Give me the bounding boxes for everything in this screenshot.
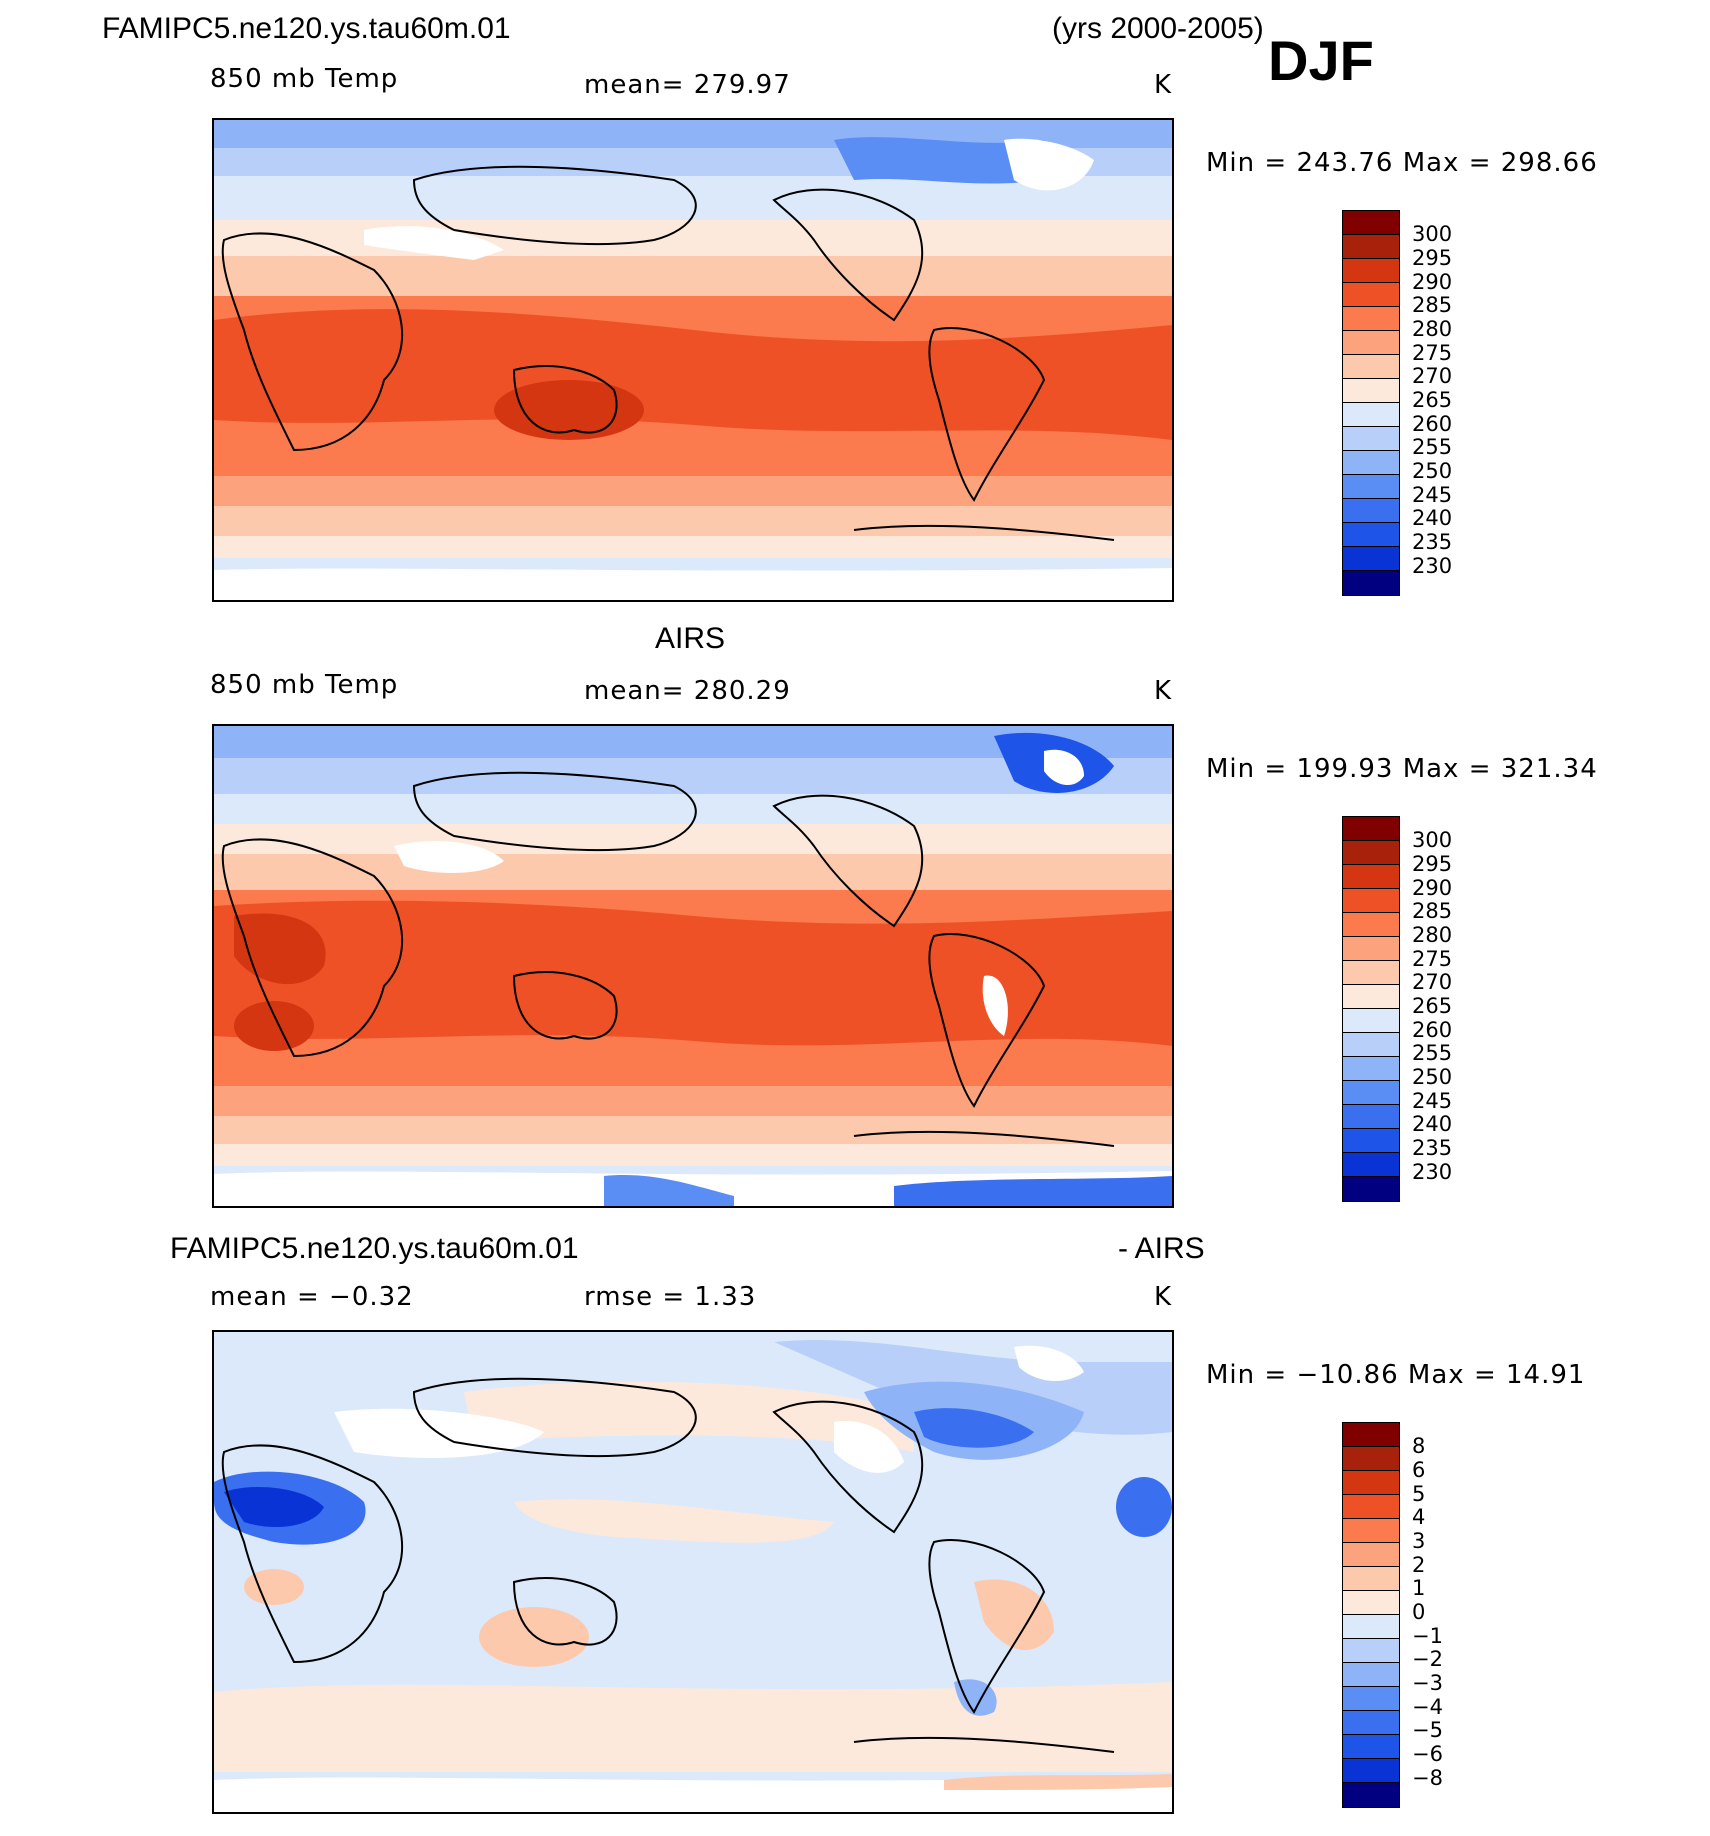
- colorbar-label: 235: [1412, 530, 1453, 554]
- colorbar-label: 240: [1412, 1112, 1453, 1136]
- colorbar-label: 4: [1412, 1505, 1426, 1529]
- colorbar-label: 275: [1412, 341, 1453, 365]
- panel3-title-right: - AIRS: [1118, 1232, 1205, 1265]
- panel1-mean: mean= 279.97: [584, 70, 791, 100]
- colorbar-label: 260: [1412, 1018, 1453, 1042]
- panel2-variable: 850 mb Temp: [210, 670, 399, 700]
- colorbar-label: 260: [1412, 412, 1453, 436]
- colorbar-label: 290: [1412, 876, 1453, 900]
- colorbar-label: 245: [1412, 1089, 1453, 1113]
- colorbar-label: 5: [1412, 1482, 1426, 1506]
- colorbar-label: 280: [1412, 317, 1453, 341]
- case-title: FAMIPC5.ne120.ys.tau60m.01: [102, 12, 511, 45]
- panel2-mean: mean= 280.29: [584, 676, 791, 706]
- colorbar-label: 275: [1412, 947, 1453, 971]
- colorbar-label: −6: [1412, 1742, 1443, 1766]
- panel3-mean: mean = −0.32: [210, 1282, 414, 1312]
- panel1-units: K: [1154, 70, 1173, 100]
- colorbar-label: 285: [1412, 293, 1453, 317]
- panel3-colorbar: [1342, 1422, 1400, 1808]
- panel2-map-svg: [214, 726, 1172, 1206]
- colorbar-label: 0: [1412, 1600, 1426, 1624]
- colorbar-label: 250: [1412, 1065, 1453, 1089]
- colorbar-label: 265: [1412, 388, 1453, 412]
- colorbar-label: 270: [1412, 970, 1453, 994]
- panel2-minmax: Min = 199.93 Max = 321.34: [1206, 754, 1598, 784]
- colorbar-label: 300: [1412, 828, 1453, 852]
- colorbar-label: 8: [1412, 1434, 1426, 1458]
- panel2-colorbar: [1342, 816, 1400, 1202]
- colorbar-label: 240: [1412, 506, 1453, 530]
- colorbar-label: 300: [1412, 222, 1453, 246]
- colorbar-label: 245: [1412, 483, 1453, 507]
- panel2-units: K: [1154, 676, 1173, 706]
- panel3-map: [212, 1330, 1174, 1814]
- panel1-map-svg: [214, 120, 1172, 600]
- colorbar-label: 295: [1412, 246, 1453, 270]
- panel3-title-left: FAMIPC5.ne120.ys.tau60m.01: [170, 1232, 579, 1265]
- colorbar-label: 290: [1412, 270, 1453, 294]
- colorbar-label: 6: [1412, 1458, 1426, 1482]
- colorbar-label: 2: [1412, 1553, 1426, 1577]
- years-label: (yrs 2000-2005): [1052, 12, 1264, 45]
- panel1-colorbar: [1342, 210, 1400, 596]
- colorbar-label: −1: [1412, 1624, 1443, 1648]
- colorbar-label: −5: [1412, 1718, 1443, 1742]
- colorbar-label: 295: [1412, 852, 1453, 876]
- panel3-units: K: [1154, 1282, 1173, 1312]
- colorbar-label: 280: [1412, 923, 1453, 947]
- colorbar-label: −2: [1412, 1647, 1443, 1671]
- colorbar-label: −3: [1412, 1671, 1443, 1695]
- colorbar-label: 265: [1412, 994, 1453, 1018]
- colorbar-label: −4: [1412, 1695, 1443, 1719]
- colorbar-label: 1: [1412, 1576, 1426, 1600]
- panel3-map-svg: [214, 1332, 1172, 1812]
- colorbar-label: 250: [1412, 459, 1453, 483]
- season-label: DJF: [1268, 29, 1374, 92]
- colorbar-label: 230: [1412, 554, 1453, 578]
- panel3-rmse: rmse = 1.33: [584, 1282, 757, 1312]
- colorbar-label: 235: [1412, 1136, 1453, 1160]
- panel2-map: [212, 724, 1174, 1208]
- panel1-map: [212, 118, 1174, 602]
- colorbar-label: 3: [1412, 1529, 1426, 1553]
- colorbar-label: 255: [1412, 1041, 1453, 1065]
- colorbar-label: 285: [1412, 899, 1453, 923]
- panel2-title: AIRS: [655, 622, 726, 655]
- colorbar-label: 255: [1412, 435, 1453, 459]
- colorbar-label: 270: [1412, 364, 1453, 388]
- panel3-minmax: Min = −10.86 Max = 14.91: [1206, 1360, 1586, 1390]
- panel1-minmax: Min = 243.76 Max = 298.66: [1206, 148, 1598, 178]
- colorbar-label: 230: [1412, 1160, 1453, 1184]
- panel1-variable: 850 mb Temp: [210, 64, 399, 94]
- colorbar-label: −8: [1412, 1766, 1443, 1790]
